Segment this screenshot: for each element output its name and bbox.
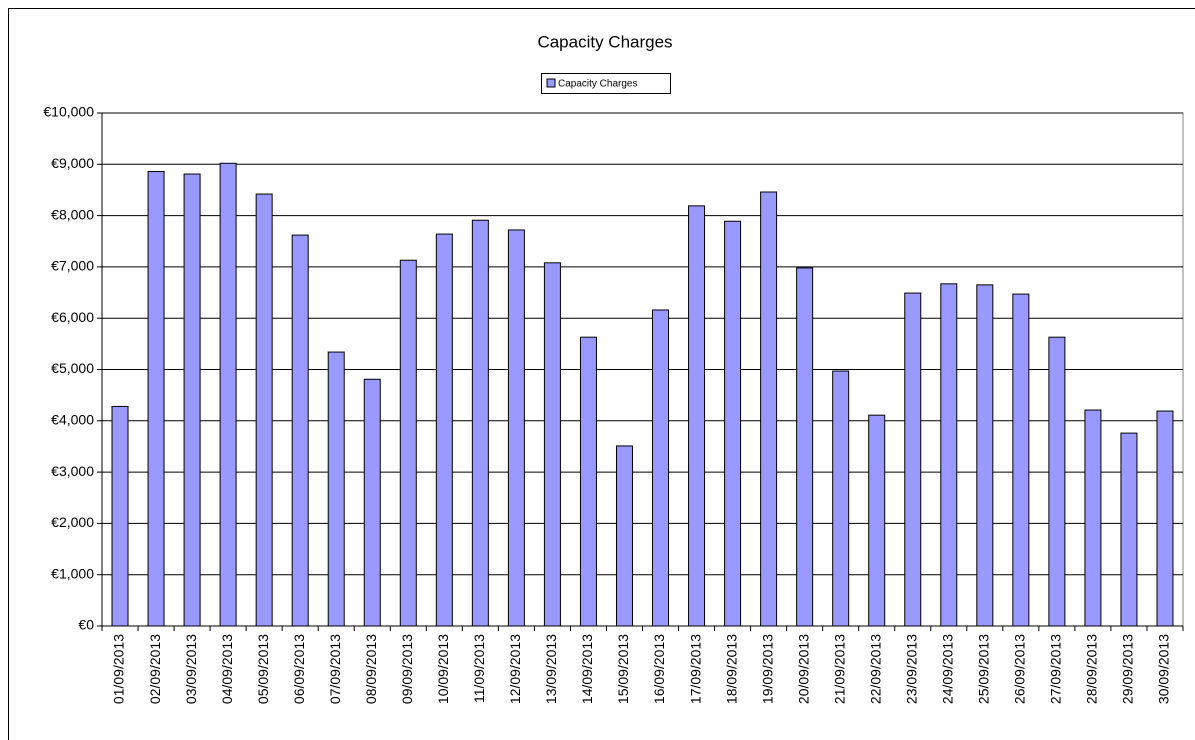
bar — [615, 445, 633, 627]
y-tick-label: €4,000 — [51, 412, 94, 428]
x-tick-label: 27/09/2013 — [1048, 634, 1064, 704]
y-tick-label: €10,000 — [43, 104, 94, 120]
x-tick-label: 06/09/2013 — [291, 634, 307, 704]
bar — [1012, 293, 1030, 627]
bar — [868, 414, 886, 627]
bar — [327, 351, 345, 627]
x-tick-label: 18/09/2013 — [723, 634, 739, 704]
y-tick-label: €9,000 — [51, 155, 94, 171]
chart-border — [8, 8, 1195, 740]
legend-label: Capacity Charges — [558, 79, 637, 90]
bar — [940, 283, 958, 627]
legend-swatch — [546, 78, 556, 88]
bar — [724, 220, 742, 627]
bar — [507, 229, 525, 627]
y-tick-label: €1,000 — [51, 565, 94, 581]
x-tick-label: 09/09/2013 — [399, 634, 415, 704]
y-tick-label: €5,000 — [51, 360, 94, 376]
bar — [1120, 432, 1138, 627]
legend-box — [541, 73, 671, 94]
chart-title: Capacity Charges — [537, 32, 672, 51]
x-tick-label: 23/09/2013 — [903, 634, 919, 704]
bar — [291, 234, 309, 627]
bar — [1156, 410, 1174, 627]
y-tick-label: €6,000 — [51, 309, 94, 325]
bar — [1084, 409, 1102, 627]
x-tick-label: 28/09/2013 — [1084, 634, 1100, 704]
x-tick-label: 02/09/2013 — [147, 634, 163, 704]
x-tick-label: 12/09/2013 — [507, 634, 523, 704]
x-tick-label: 16/09/2013 — [651, 634, 667, 704]
bar — [832, 370, 850, 627]
x-tick-label: 15/09/2013 — [615, 634, 631, 704]
x-tick-label: 13/09/2013 — [543, 634, 559, 704]
y-tick-label: €8,000 — [51, 206, 94, 222]
x-tick-label: 25/09/2013 — [976, 634, 992, 704]
x-tick-label: 24/09/2013 — [939, 634, 955, 704]
bar — [688, 205, 706, 627]
x-tick-label: 22/09/2013 — [867, 634, 883, 704]
x-tick-label: 21/09/2013 — [831, 634, 847, 704]
bar — [111, 405, 129, 627]
x-tick-label: 26/09/2013 — [1012, 634, 1028, 704]
y-tick-label: €3,000 — [51, 463, 94, 479]
x-tick-label: 08/09/2013 — [363, 634, 379, 704]
x-tick-label: 29/09/2013 — [1120, 634, 1136, 704]
bar — [976, 284, 994, 627]
x-tick-label: 19/09/2013 — [759, 634, 775, 704]
bar — [363, 378, 381, 627]
x-tick-label: 30/09/2013 — [1156, 634, 1172, 704]
y-tick-label: €2,000 — [51, 514, 94, 530]
bar — [183, 173, 201, 627]
bar — [796, 267, 814, 627]
bar — [147, 170, 165, 627]
bar — [255, 193, 273, 627]
bar — [1048, 336, 1066, 627]
bar — [904, 292, 922, 627]
x-tick-label: 04/09/2013 — [219, 634, 235, 704]
y-tick-label: €7,000 — [51, 258, 94, 274]
x-tick-label: 03/09/2013 — [183, 634, 199, 704]
bar — [543, 262, 561, 627]
x-tick-label: 07/09/2013 — [327, 634, 343, 704]
x-tick-label: 17/09/2013 — [687, 634, 703, 704]
bar — [435, 233, 453, 627]
bar — [760, 191, 778, 627]
y-tick-label: €0 — [78, 617, 94, 633]
bar — [471, 219, 489, 627]
bar — [652, 309, 670, 627]
bar — [399, 259, 417, 627]
x-tick-label: 11/09/2013 — [471, 634, 487, 703]
bar — [219, 162, 237, 627]
x-tick-label: 01/09/2013 — [111, 634, 127, 704]
x-tick-label: 05/09/2013 — [255, 634, 271, 704]
x-tick-label: 20/09/2013 — [795, 634, 811, 704]
bar — [579, 336, 597, 627]
x-tick-label: 14/09/2013 — [579, 634, 595, 704]
x-tick-label: 10/09/2013 — [435, 634, 451, 704]
